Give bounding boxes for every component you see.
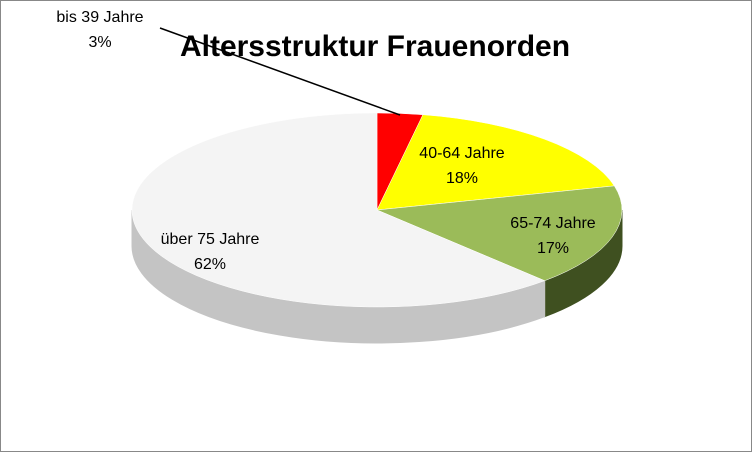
value-label: 62% (194, 256, 226, 273)
data-labels: bis 39 Jahre 3% 40-64 Jahre 18% 65-74 Jahre 1… (56, 9, 595, 273)
category-label: über 75 Jahre (161, 231, 260, 248)
leader-line (159, 27, 401, 116)
value-label: 3% (88, 34, 111, 51)
category-label: bis 39 Jahre (56, 9, 143, 26)
value-label: 17% (537, 240, 569, 257)
value-label: 18% (446, 170, 478, 187)
pie-slice (376, 114, 615, 211)
chart-title: Altersstruktur Frauenorden (180, 30, 570, 63)
category-label: 40-64 Jahre (419, 145, 504, 162)
category-label: 65-74 Jahre (510, 215, 595, 232)
pie-tops (131, 112, 623, 308)
pie-slice (376, 185, 623, 281)
pie-slice (131, 112, 546, 308)
